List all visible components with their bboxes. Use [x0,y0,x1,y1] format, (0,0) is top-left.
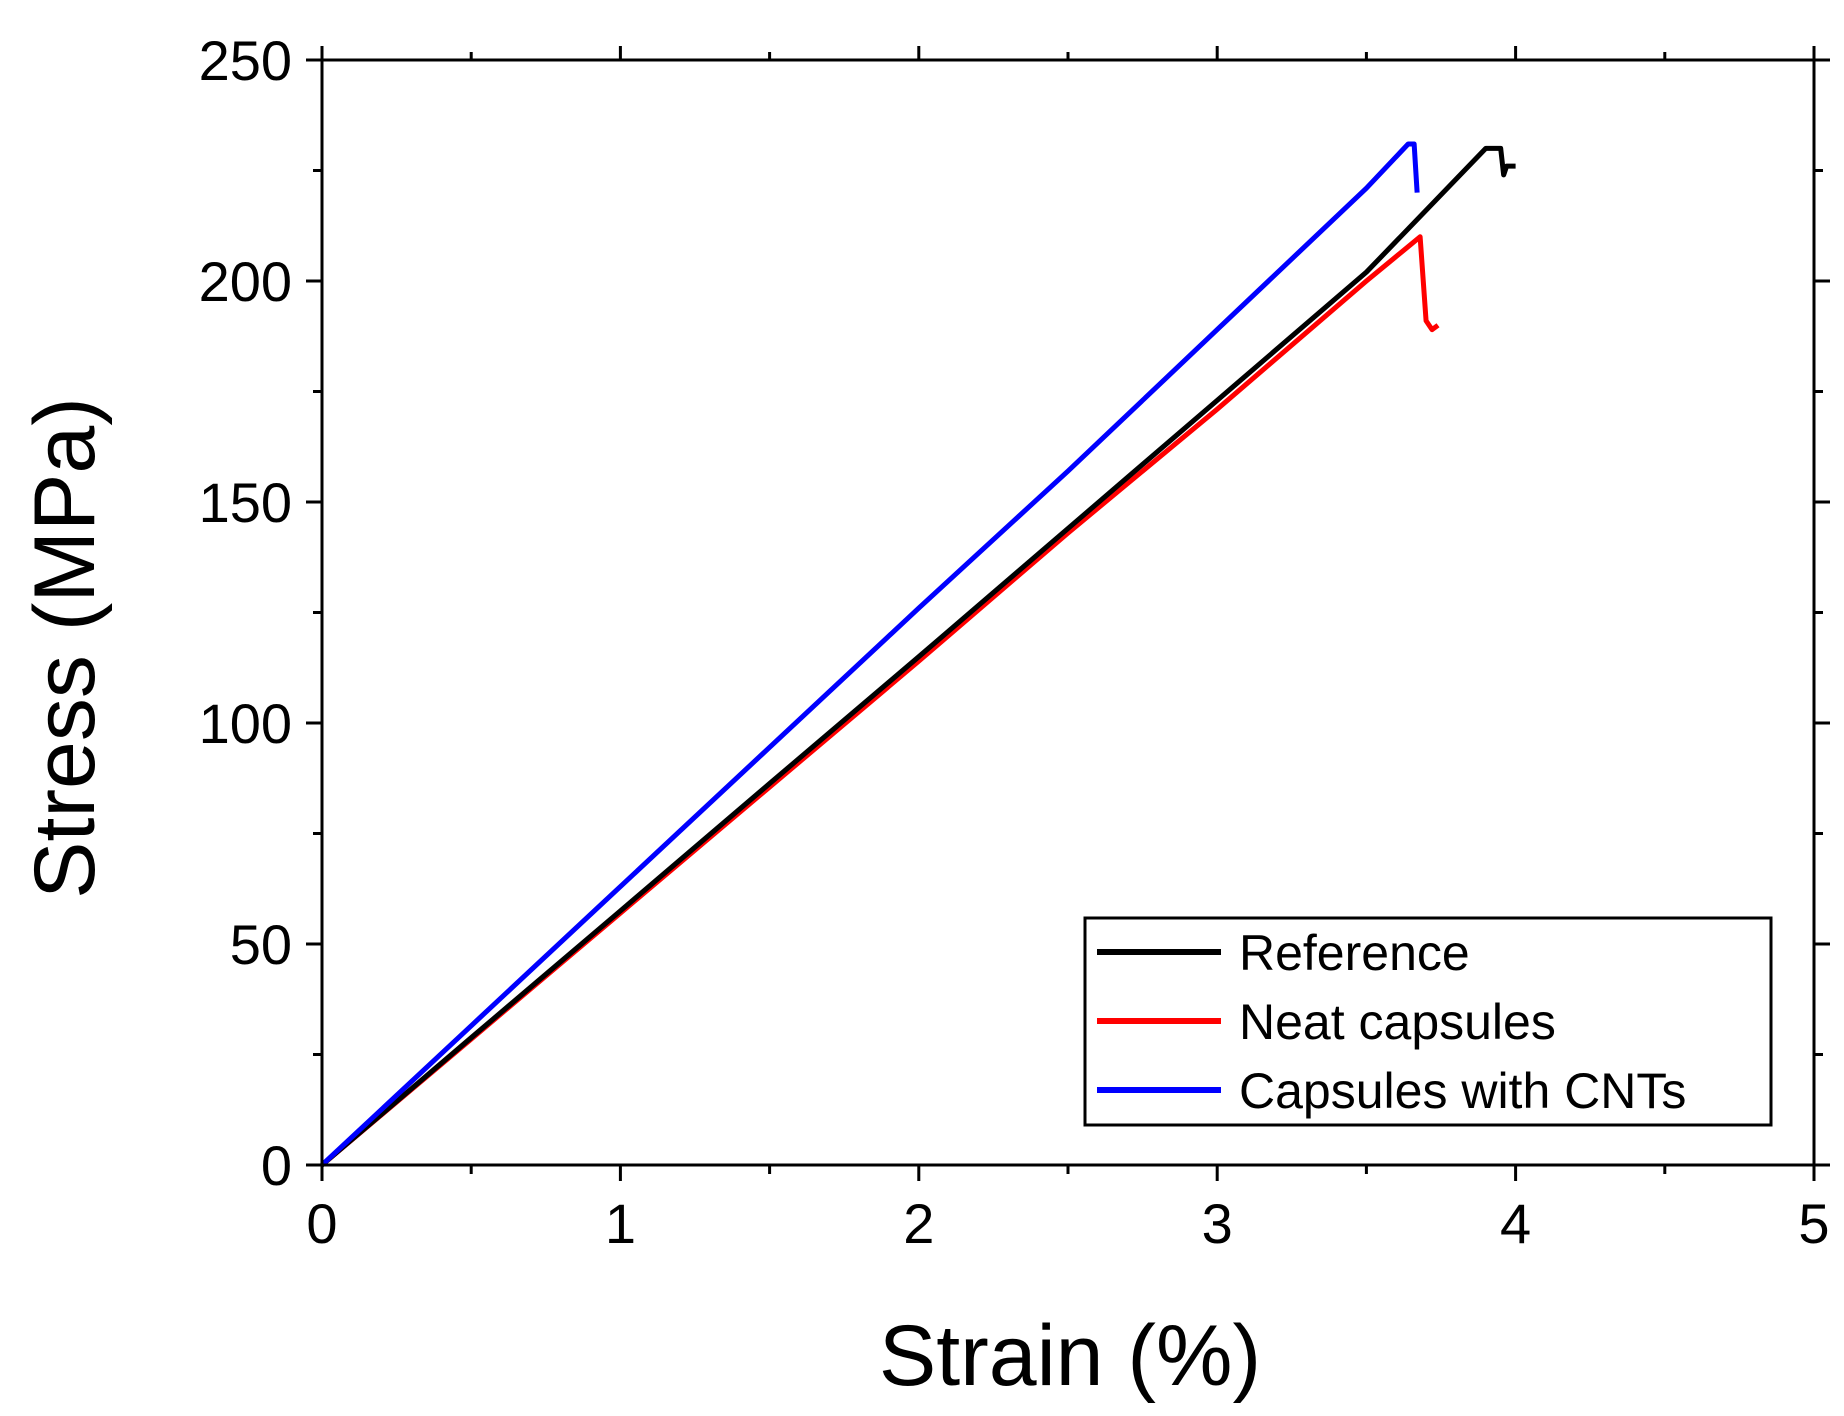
legend-label: Capsules with CNTs [1239,1063,1686,1119]
x-tick-label: 3 [1202,1192,1233,1255]
series-layer [320,141,1516,1167]
x-tick-label: 2 [903,1192,934,1255]
series-line-2 [320,141,1420,1167]
y-tick-label: 50 [230,913,292,976]
legend: Reference Neat capsules Capsules with CNTs [1083,916,1773,1127]
x-tick-label: 1 [605,1192,636,1255]
y-tick-label: 100 [199,692,292,755]
y-tick-label: 200 [199,250,292,313]
x-axis-title: Strain (%) [879,1308,1261,1404]
plot-frame [320,58,1816,1167]
y-tick-label: 0 [261,1134,292,1197]
y-axis-ticks: 0 50 100 150 200 250 [199,29,1830,1197]
legend-label: Neat capsules [1239,994,1556,1050]
x-tick-label: 5 [1798,1192,1829,1255]
legend-label: Reference [1239,925,1470,981]
x-tick-label: 0 [306,1192,337,1255]
y-axis-title: Stress (MPa) [17,397,113,899]
y-tick-label: 250 [199,29,292,92]
x-axis-ticks: 0 1 2 3 4 5 [306,46,1830,1255]
series-line-0 [320,145,1516,1167]
y-tick-label: 150 [199,471,292,534]
x-tick-label: 4 [1500,1192,1531,1255]
